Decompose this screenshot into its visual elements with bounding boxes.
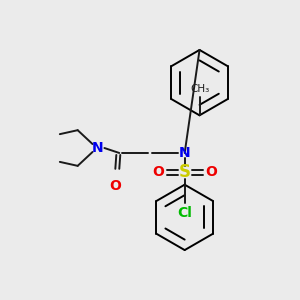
Text: N: N	[179, 146, 190, 160]
Text: CH₃: CH₃	[190, 83, 209, 94]
Text: O: O	[206, 165, 218, 179]
Text: O: O	[152, 165, 164, 179]
Text: S: S	[179, 163, 191, 181]
Text: O: O	[110, 179, 121, 193]
Text: N: N	[92, 141, 103, 155]
Text: Cl: Cl	[177, 206, 192, 220]
